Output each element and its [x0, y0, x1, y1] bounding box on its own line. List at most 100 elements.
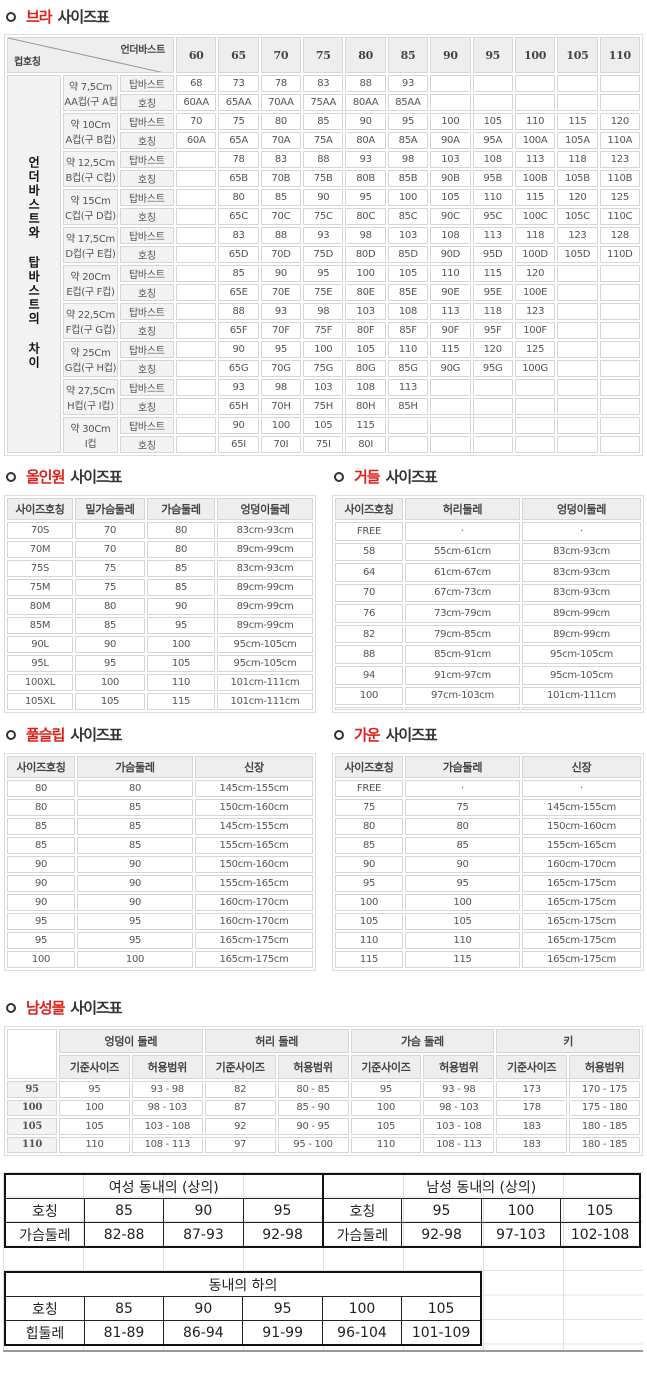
- table-cell: 95: [405, 875, 520, 892]
- size-name-value: 80C: [345, 208, 386, 225]
- topbust-value: [557, 303, 598, 320]
- topbust-value: [599, 265, 640, 282]
- cup-diff: 약 27,5Cm: [66, 386, 115, 397]
- size-name-value: 65A: [218, 132, 259, 149]
- title-text: 사이즈표: [385, 726, 438, 744]
- size-name-value: [387, 436, 429, 453]
- fullslip-title: 풀슬립 사이즈표: [6, 724, 123, 745]
- table-cell: 100: [335, 894, 403, 911]
- table-cell: 90: [405, 856, 520, 873]
- table-cell: 80 - 85: [277, 1081, 349, 1098]
- underbust-size-header: 105: [557, 37, 598, 73]
- table-row: 75 75 145cm-155cm: [335, 799, 641, 816]
- topbust-value: [430, 417, 471, 434]
- table-row: 100 97cm-103cm 101cm-111cm: [335, 686, 641, 706]
- underbust-size-header: 110: [599, 37, 640, 73]
- topbust-value: 93: [345, 151, 386, 168]
- table-cell: 75: [405, 799, 520, 816]
- topbust-value: 80: [218, 189, 259, 206]
- table-cell: 165cm-175cm: [522, 932, 641, 949]
- table-row: 호칭 65H 70H 75H 80H 85H: [7, 398, 640, 415]
- topbust-value: 120: [472, 341, 513, 358]
- size-name-value: 65I: [218, 436, 259, 453]
- table-cell: 160cm-170cm: [195, 913, 313, 930]
- table-cell: 87-93: [163, 1222, 244, 1248]
- underbust-size-header: 70: [260, 37, 302, 73]
- table-cell: 85 - 90: [277, 1099, 349, 1116]
- table-row: 90 90 155cm-165cm: [7, 875, 313, 892]
- size-name-value: [599, 322, 640, 339]
- topbust-value: [599, 379, 640, 396]
- size-name-value: 80A: [345, 132, 386, 149]
- size-name-value: 105B: [557, 170, 598, 187]
- size-name-value: 70B: [260, 170, 302, 187]
- topbust-label: 탑바스트: [119, 379, 174, 396]
- size-name-value: 95G: [472, 360, 513, 377]
- table-cell: 183: [496, 1118, 568, 1135]
- table-cell: 89cm-99cm: [522, 624, 641, 644]
- table-cell: 95: [242, 1296, 323, 1321]
- table-cell: 91cm-97cm: [405, 665, 520, 685]
- topbust-value: 100: [345, 265, 386, 282]
- row-header: 110: [7, 1136, 57, 1153]
- table-cell: 105: [401, 1296, 482, 1321]
- table-cell: 85: [77, 799, 193, 816]
- table-row: 호칭 85 90 95 호칭 95 100 105: [4, 1198, 641, 1223]
- underbust-size-header: 60: [176, 37, 217, 73]
- table-row: 약 22,5Cm F컵(구 G컵) 탑바스트 88 93 98 103 108 113 118 12…: [7, 303, 640, 339]
- table-cell: 73cm-79cm: [405, 604, 520, 623]
- underbust-size-header: 85: [387, 37, 429, 73]
- bullet-icon: [6, 11, 16, 22]
- column-header: 허리둘레: [405, 498, 520, 520]
- topbust-value: 123: [514, 303, 556, 320]
- table-cell: 83cm-93cm: [522, 563, 641, 582]
- table-row: 사이즈호칭 가슴둘레 신장: [335, 756, 641, 778]
- table-cell: 80: [405, 818, 520, 835]
- table-cell: 가슴둘레: [4, 1222, 85, 1248]
- size-name-value: [176, 208, 217, 225]
- size-name-value: [176, 322, 217, 339]
- size-name-value: [472, 436, 513, 453]
- size-name-value: [557, 94, 598, 111]
- underbust-size-header: 65: [218, 37, 259, 73]
- topbust-value: [599, 417, 640, 434]
- table-cell: 105: [560, 1198, 641, 1223]
- table-row: 90 90 160cm-170cm: [7, 894, 313, 911]
- table-cell: 80: [335, 818, 403, 835]
- table-row: FREE · ·: [335, 780, 641, 797]
- table-row: 80 85 150cm-160cm: [7, 799, 313, 816]
- cup-name: D컵(구 E컵): [65, 249, 116, 260]
- table-cell: 90: [147, 598, 215, 615]
- table-cell: 108 - 113: [423, 1136, 495, 1153]
- table-cell: 101cm-111cm: [522, 686, 641, 706]
- topbust-value: [472, 75, 513, 92]
- size-name-value: 100G: [514, 360, 556, 377]
- table-cell: 64: [335, 563, 403, 582]
- table-cell: 92-98: [242, 1222, 324, 1248]
- size-name-value: 95D: [472, 246, 513, 263]
- bra-title: 브라 사이즈표: [6, 6, 110, 27]
- table-cell: 180 - 185: [569, 1136, 640, 1153]
- size-name-value: 85AA: [387, 94, 429, 111]
- size-name-value: [557, 398, 598, 415]
- size-name-value: [430, 398, 471, 415]
- topbust-value: 105: [430, 189, 471, 206]
- topbust-value: 88: [345, 75, 386, 92]
- column-header: 엉덩이둘레: [217, 498, 313, 520]
- table-cell: 70S: [7, 522, 73, 539]
- table-cell: 145cm-155cm: [522, 799, 641, 816]
- size-name-value: [557, 360, 598, 377]
- topbust-value: [599, 303, 640, 320]
- topbust-value: 98: [260, 379, 302, 396]
- table-cell: 155cm-165cm: [522, 837, 641, 854]
- table-cell: 95 - 100: [277, 1136, 349, 1153]
- table-cell: 145cm-155cm: [195, 818, 313, 835]
- size-name-value: 85C: [387, 208, 429, 225]
- table-cell: 100: [480, 1198, 562, 1223]
- table-cell: 115: [335, 951, 403, 968]
- cup-cell: 약 15Cm C컵(구 D컵): [63, 189, 118, 225]
- size-name-value: 90G: [430, 360, 471, 377]
- table-cell: 101cm-111cm: [217, 693, 313, 710]
- size-name-value: 80B: [345, 170, 386, 187]
- size-name-value: 65G: [218, 360, 259, 377]
